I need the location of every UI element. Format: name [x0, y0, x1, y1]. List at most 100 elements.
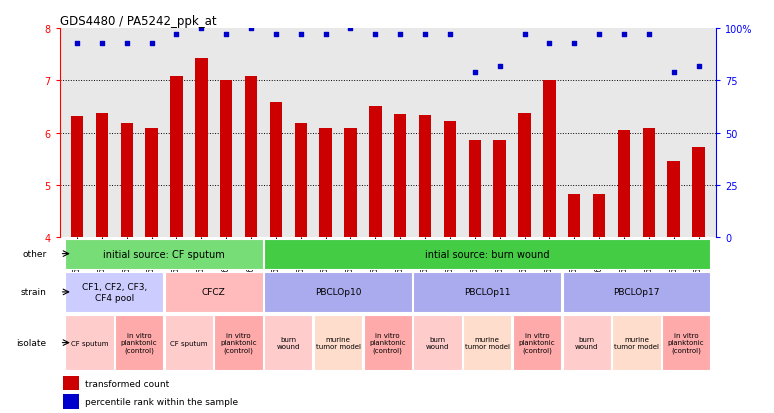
Text: intial source: burn wound: intial source: burn wound: [425, 249, 550, 259]
Point: [494, 63, 506, 70]
Point: [245, 26, 257, 32]
Bar: [513, 316, 561, 370]
Text: GDS4480 / PA5242_ppk_at: GDS4480 / PA5242_ppk_at: [60, 15, 216, 28]
Text: PBCLOp11: PBCLOp11: [464, 288, 511, 297]
Bar: [394, 115, 406, 237]
Bar: [165, 316, 213, 370]
Bar: [344, 129, 357, 237]
Bar: [568, 195, 580, 237]
Point: [667, 69, 680, 76]
Point: [419, 32, 431, 38]
Point: [444, 32, 456, 38]
Point: [320, 32, 332, 38]
Text: PBCLOp17: PBCLOp17: [613, 288, 659, 297]
Text: isolate: isolate: [16, 338, 46, 347]
Point: [618, 32, 630, 38]
Text: in vitro
planktonic
(control): in vitro planktonic (control): [221, 332, 257, 353]
Text: CFCZ: CFCZ: [202, 288, 225, 297]
Point: [96, 40, 108, 47]
Point: [394, 32, 406, 38]
Bar: [563, 272, 711, 312]
Point: [642, 32, 655, 38]
Point: [593, 32, 605, 38]
Point: [568, 40, 580, 47]
Bar: [63, 376, 79, 390]
Point: [519, 32, 531, 38]
Bar: [320, 129, 332, 237]
Bar: [364, 316, 412, 370]
Bar: [220, 81, 232, 237]
Text: percentile rank within the sample: percentile rank within the sample: [84, 397, 238, 406]
Text: CF1, CF2, CF3,
CF4 pool: CF1, CF2, CF3, CF4 pool: [82, 282, 147, 302]
Text: burn
wound: burn wound: [276, 336, 300, 349]
Text: burn
wound: burn wound: [575, 336, 598, 349]
Bar: [413, 272, 561, 312]
Bar: [444, 122, 456, 237]
Point: [121, 40, 133, 47]
Bar: [314, 316, 362, 370]
Bar: [245, 77, 257, 237]
Bar: [214, 316, 262, 370]
Bar: [170, 77, 183, 237]
Bar: [662, 316, 711, 370]
Text: in vitro
planktonic
(control): in vitro planktonic (control): [668, 332, 704, 353]
Text: CF sputum: CF sputum: [170, 340, 207, 346]
Bar: [264, 272, 412, 312]
Bar: [65, 239, 262, 269]
Bar: [618, 131, 630, 237]
Text: other: other: [22, 249, 46, 259]
Text: PBCLOp10: PBCLOp10: [315, 288, 361, 297]
Bar: [195, 59, 207, 237]
Bar: [115, 316, 163, 370]
Bar: [70, 116, 84, 237]
Point: [170, 32, 183, 38]
Bar: [519, 114, 531, 237]
Bar: [543, 81, 556, 237]
Text: CF sputum: CF sputum: [70, 340, 108, 346]
Point: [295, 32, 307, 38]
Point: [543, 40, 556, 47]
Bar: [642, 129, 655, 237]
Bar: [264, 316, 313, 370]
Bar: [413, 316, 461, 370]
Text: strain: strain: [21, 288, 46, 297]
Point: [70, 40, 83, 47]
Bar: [494, 141, 506, 237]
Bar: [269, 103, 282, 237]
Point: [344, 26, 357, 32]
Bar: [96, 114, 108, 237]
Bar: [63, 394, 79, 409]
Bar: [463, 316, 512, 370]
Bar: [165, 272, 262, 312]
Point: [369, 32, 382, 38]
Text: in vitro
planktonic
(control): in vitro planktonic (control): [121, 332, 157, 353]
Bar: [593, 195, 605, 237]
Bar: [419, 116, 431, 237]
Text: initial source: CF sputum: initial source: CF sputum: [103, 249, 225, 259]
Text: murine
tumor model: murine tumor model: [464, 336, 510, 349]
Bar: [468, 141, 481, 237]
Bar: [667, 162, 680, 237]
Text: murine
tumor model: murine tumor model: [614, 336, 659, 349]
Text: transformed count: transformed count: [84, 379, 169, 388]
Bar: [264, 239, 711, 269]
Bar: [295, 124, 307, 237]
Bar: [369, 107, 382, 237]
Text: in vitro
planktonic
(control): in vitro planktonic (control): [369, 332, 406, 353]
Text: in vitro
planktonic
(control): in vitro planktonic (control): [519, 332, 555, 353]
Bar: [146, 129, 158, 237]
Point: [269, 32, 282, 38]
Bar: [692, 148, 705, 237]
Text: burn
wound: burn wound: [426, 336, 449, 349]
Point: [146, 40, 158, 47]
Text: murine
tumor model: murine tumor model: [316, 336, 361, 349]
Bar: [65, 316, 114, 370]
Bar: [612, 316, 660, 370]
Bar: [121, 124, 133, 237]
Bar: [65, 272, 163, 312]
Bar: [563, 316, 611, 370]
Point: [195, 26, 207, 32]
Point: [468, 69, 481, 76]
Point: [693, 63, 705, 70]
Point: [220, 32, 232, 38]
